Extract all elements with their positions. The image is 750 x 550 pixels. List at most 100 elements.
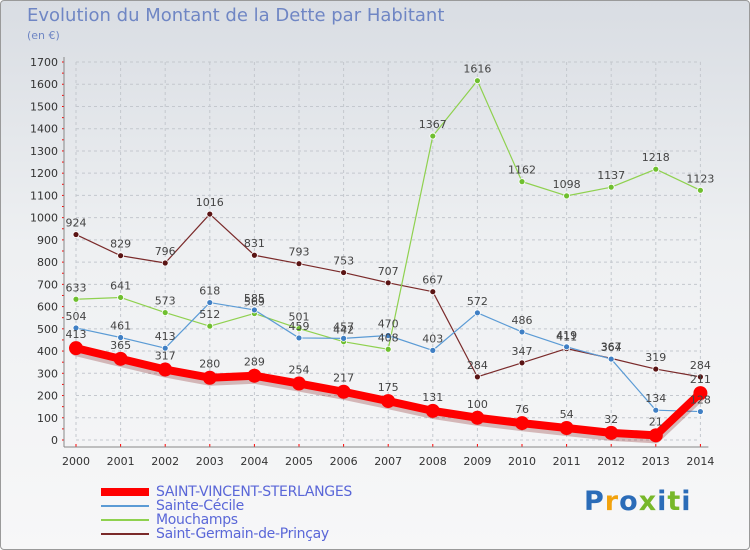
data-point xyxy=(473,77,481,85)
data-point xyxy=(340,334,348,342)
logo-letter: x xyxy=(638,486,658,517)
data-label: 76 xyxy=(515,403,529,416)
data-label: 131 xyxy=(422,391,443,404)
data-point xyxy=(429,132,437,140)
data-point xyxy=(518,328,526,336)
axis-layer: 0 100 200 300 400 500 600 700 800 900 1000 1100 1200… xyxy=(30,56,714,468)
logo-letter: P xyxy=(584,486,605,517)
data-point xyxy=(425,403,440,418)
data-label: 829 xyxy=(110,238,131,251)
y-tick-label: 1100 xyxy=(30,189,58,202)
series-1 xyxy=(72,299,704,415)
data-label: 32 xyxy=(604,413,618,426)
data-point xyxy=(206,210,214,218)
logo-letter: o xyxy=(619,486,639,517)
data-point xyxy=(384,332,392,339)
data-label: 408 xyxy=(378,331,399,344)
data-point xyxy=(250,306,258,314)
x-tick-label: 2006 xyxy=(330,455,358,468)
data-label: 254 xyxy=(289,364,310,377)
data-point xyxy=(72,295,80,303)
unit-label: (en €) xyxy=(27,29,60,42)
data-label: 504 xyxy=(66,310,87,323)
logo-letter: r xyxy=(604,486,620,517)
data-label: 501 xyxy=(289,311,310,324)
data-label: 317 xyxy=(155,350,176,363)
data-label: 831 xyxy=(244,237,265,250)
y-tick-label: 400 xyxy=(37,345,58,358)
data-label: 284 xyxy=(467,359,488,372)
data-point xyxy=(292,376,306,391)
data-point xyxy=(607,355,615,363)
legend-label: Saint-Germain-de-Prinçay xyxy=(156,526,329,542)
data-point xyxy=(158,362,173,377)
data-label: 633 xyxy=(66,281,87,294)
x-tick-label: 2014 xyxy=(686,455,714,468)
data-point xyxy=(473,309,481,317)
legend-label: Mouchamps xyxy=(156,512,238,528)
x-tick-label: 2001 xyxy=(107,455,135,468)
x-tick-label: 2009 xyxy=(463,455,491,468)
data-label: 585 xyxy=(244,292,265,305)
data-point xyxy=(250,251,258,259)
x-tick-label: 2011 xyxy=(553,455,581,468)
data-point xyxy=(697,186,704,194)
data-point xyxy=(161,309,169,316)
data-point xyxy=(117,334,124,341)
data-point xyxy=(117,294,124,301)
x-tick-label: 2010 xyxy=(508,455,536,468)
y-tick-label: 1300 xyxy=(30,145,58,158)
data-label: 1616 xyxy=(463,63,491,76)
data-label: 459 xyxy=(289,320,310,333)
x-tick-label: 2008 xyxy=(419,455,447,468)
proxiti-logo[interactable]: Proxiti xyxy=(584,486,692,517)
y-tick-label: 1400 xyxy=(30,123,58,136)
x-tick-label: 2002 xyxy=(151,455,179,468)
data-point xyxy=(206,322,214,330)
y-tick-label: 700 xyxy=(37,278,58,291)
data-label: 134 xyxy=(645,392,666,405)
x-tick-label: 2013 xyxy=(642,455,670,468)
data-label: 470 xyxy=(378,317,399,330)
data-label: 793 xyxy=(289,246,310,259)
data-label: 486 xyxy=(512,314,533,327)
data-label: 211 xyxy=(690,373,711,386)
data-point xyxy=(648,428,663,443)
data-label: 419 xyxy=(556,329,577,342)
data-label: 1162 xyxy=(508,164,536,177)
chart-title: Evolution du Montant de la Dette par Hab… xyxy=(27,5,445,26)
data-label: 319 xyxy=(645,351,666,364)
data-point xyxy=(518,178,526,186)
data-label: 413 xyxy=(155,330,176,343)
data-label: 461 xyxy=(110,319,131,332)
x-tick-label: 2007 xyxy=(374,455,402,468)
data-label: 457 xyxy=(333,320,354,333)
data-point xyxy=(652,406,660,414)
data-point xyxy=(652,365,660,373)
x-tick-label: 2000 xyxy=(62,455,90,468)
data-point xyxy=(381,394,396,409)
data-label: 641 xyxy=(110,279,131,292)
data-label: 175 xyxy=(378,381,399,394)
y-tick-label: 1700 xyxy=(30,56,58,69)
data-point xyxy=(470,410,485,425)
data-point xyxy=(697,408,704,415)
data-label: 1367 xyxy=(419,118,447,131)
data-point xyxy=(202,370,217,385)
data-label: 572 xyxy=(467,295,488,308)
data-label: 365 xyxy=(110,339,131,352)
data-point xyxy=(295,334,303,342)
x-tick-label: 2012 xyxy=(597,455,625,468)
legend-swatch xyxy=(101,519,149,521)
y-tick-label: 1500 xyxy=(30,100,58,113)
data-label: 364 xyxy=(601,341,622,354)
y-tick-label: 600 xyxy=(37,301,58,314)
data-label: 512 xyxy=(199,308,220,321)
logo-letter: t xyxy=(667,486,682,517)
data-label: 753 xyxy=(333,255,354,268)
data-point xyxy=(295,260,303,268)
data-label: 413 xyxy=(66,328,87,341)
data-point xyxy=(69,341,83,356)
